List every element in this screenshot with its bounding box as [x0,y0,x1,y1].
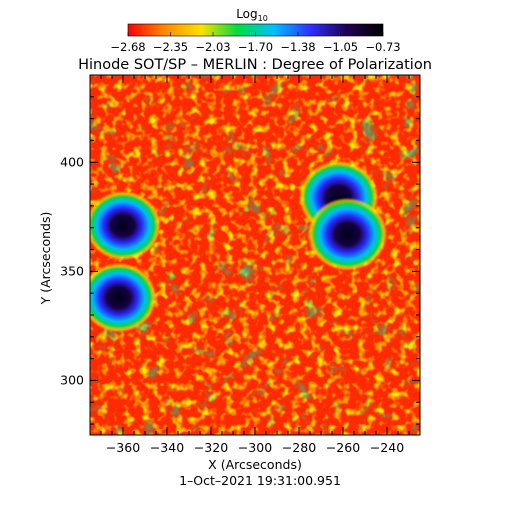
sunspot [90,190,161,261]
colorbar-tick-label: −0.73 [365,40,400,54]
x-axis: −360 −340 −320 −300 −280 −260 −240 [100,75,421,455]
x-tick-label: −300 [238,440,272,455]
colorbar-label: Log10 [236,7,268,23]
sunspot [90,262,157,333]
y-tick-label: 350 [60,263,84,278]
colorbar-tick-label: −2.03 [195,40,230,54]
x-tick-label: −240 [370,440,404,455]
x-tick-label: −340 [150,440,184,455]
x-tick-label: −320 [194,440,228,455]
colorbar-tick-label: −1.38 [280,40,315,54]
colorbar-tick-label: −1.70 [238,40,273,54]
colorbar: Log10 −2.68 −2.35 −2.03 −1.70 −1.38 −1.05 −0.7… [110,7,400,54]
y-tick-label: 400 [60,154,84,169]
y-tick-label: 300 [60,372,84,387]
colorbar-label-text: Log [236,7,257,21]
polarization-map [90,75,420,435]
x-tick-label: −360 [106,440,140,455]
y-axis-label: Y (Arcseconds) [38,212,53,306]
colorbar-ticks: −2.68 −2.35 −2.03 −1.70 −1.38 −1.05 −0.73 [110,32,401,54]
y-axis: 300 350 400 [60,96,420,425]
sunspots [90,160,388,333]
colorbar-tick-label: −2.35 [153,40,188,54]
x-axis-label: X (Arcseconds) [208,457,302,472]
timestamp: 1–Oct–2021 19:31:00.951 [179,473,341,488]
colorbar-tick-label: −2.68 [110,40,145,54]
plot-title: Hinode SOT/SP – MERLIN : Degree of Polar… [78,57,432,73]
colorbar-tick-label: −1.05 [323,40,358,54]
sunspot [307,197,388,272]
x-tick-label: −280 [282,440,316,455]
x-tick-label: −260 [326,440,360,455]
colorbar-label-subscript: 10 [258,14,268,23]
